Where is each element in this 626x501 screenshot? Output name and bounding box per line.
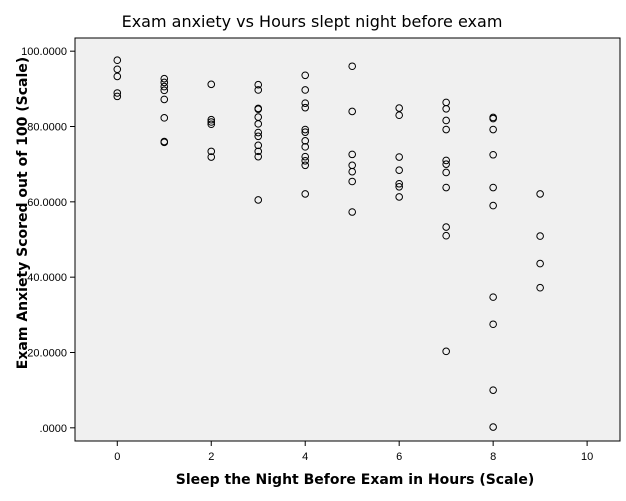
plot-area (74, 37, 621, 442)
y-tick-label: 100.0000 (21, 46, 67, 58)
data-point (207, 80, 216, 89)
y-tick-label: 40.0000 (27, 272, 67, 284)
data-point (442, 125, 450, 134)
data-point (301, 190, 310, 198)
x-tick-label: 10 (581, 451, 593, 463)
x-axis-title: Sleep the Night Before Exam in Hours (Sc… (176, 472, 535, 488)
data-point (395, 193, 403, 201)
data-point (254, 86, 263, 94)
data-point (536, 232, 544, 240)
data-point (348, 107, 356, 116)
data-point (301, 137, 310, 145)
data-point (489, 293, 497, 301)
y-tick-label: 80.0000 (27, 122, 67, 134)
x-tick-label: 8 (490, 451, 496, 463)
data-point (254, 132, 263, 141)
data-point (301, 103, 310, 112)
data-point (254, 152, 263, 161)
data-point (160, 95, 169, 104)
data-point (254, 120, 263, 128)
data-point (254, 128, 263, 137)
data-point (160, 82, 169, 91)
y-tick-label: 60.0000 (27, 197, 67, 209)
data-points (113, 56, 544, 431)
data-point (489, 320, 497, 329)
data-point (489, 183, 497, 192)
x-tick-label: 0 (114, 451, 120, 463)
data-point (536, 190, 544, 198)
y-tick-label: 20.0000 (27, 347, 67, 359)
data-point (395, 182, 403, 191)
data-point (395, 111, 403, 120)
data-point (113, 89, 122, 97)
data-point (113, 92, 122, 101)
data-point (489, 201, 497, 210)
data-point (395, 104, 403, 112)
data-point (442, 347, 450, 356)
data-point (489, 125, 497, 134)
data-point (442, 223, 450, 231)
data-point (442, 156, 450, 165)
x-tick-label: 6 (396, 451, 402, 463)
data-point (348, 62, 356, 71)
data-point (207, 147, 216, 156)
data-point (442, 168, 450, 177)
data-point (489, 114, 497, 123)
data-point (395, 179, 403, 188)
data-point (348, 150, 356, 159)
data-point (254, 147, 263, 156)
data-point (348, 208, 356, 216)
data-point (160, 86, 169, 95)
data-point (348, 167, 356, 176)
data-point (207, 120, 216, 129)
data-point (160, 74, 169, 83)
data-point (160, 78, 169, 87)
data-point (489, 423, 497, 431)
data-point (442, 105, 450, 113)
data-point (348, 177, 356, 186)
y-tick-label: .0000 (39, 423, 67, 435)
data-point (254, 80, 263, 89)
data-point (207, 118, 216, 126)
data-point (301, 86, 310, 94)
data-point (536, 283, 544, 292)
x-axis: 0 2 4 6 8 10 (114, 441, 593, 463)
data-point (113, 72, 122, 81)
data-point (113, 65, 122, 74)
data-point (301, 128, 310, 136)
data-point (395, 153, 403, 161)
data-point (160, 138, 169, 147)
data-point (254, 196, 263, 204)
data-point (489, 386, 497, 394)
data-point (207, 153, 216, 161)
data-point (160, 114, 169, 122)
chart-title: Exam anxiety vs Hours slept night before… (122, 12, 503, 31)
data-point (442, 116, 450, 125)
data-point (254, 141, 263, 150)
data-point (536, 259, 544, 268)
data-point (442, 160, 450, 168)
data-point (395, 166, 403, 174)
x-tick-label: 4 (302, 451, 308, 463)
data-point (301, 156, 310, 165)
data-point (442, 231, 450, 240)
y-axis: .0000 20.0000 40.0000 60.0000 80.0000 100.000… (21, 46, 75, 435)
x-tick-label: 2 (208, 451, 214, 463)
data-point (301, 161, 310, 170)
data-point (442, 183, 450, 192)
data-point (301, 71, 310, 80)
data-point (113, 56, 122, 65)
data-point (301, 143, 310, 151)
data-point (207, 115, 216, 124)
data-point (254, 105, 263, 113)
data-point (301, 152, 310, 161)
data-point (301, 99, 310, 107)
data-point (489, 150, 497, 159)
y-axis-title: Exam Anxiety Scored out of 100 (Scale) (15, 57, 31, 369)
data-point (301, 125, 310, 134)
